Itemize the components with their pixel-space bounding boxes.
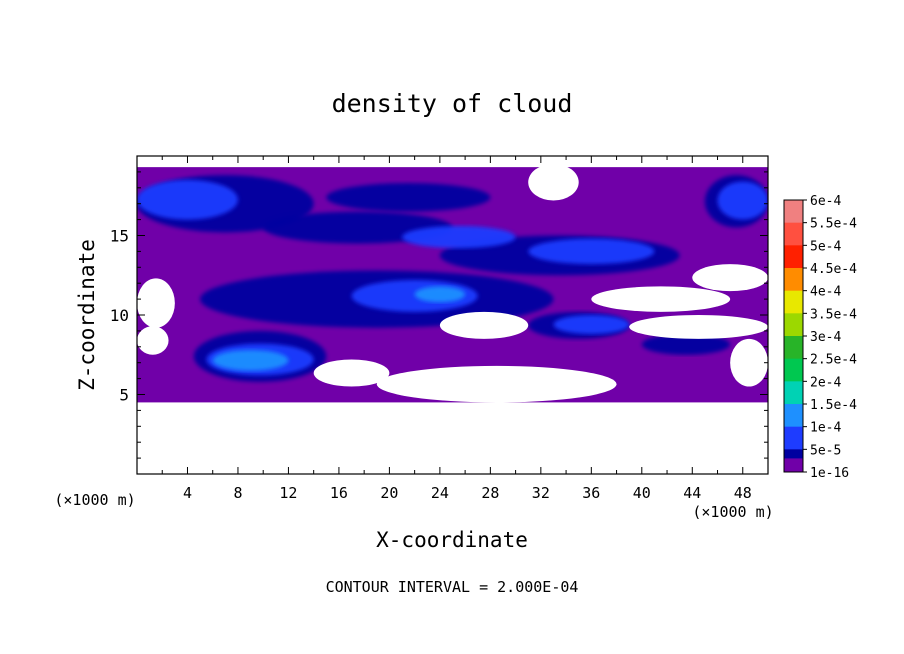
- colorbar-swatch: [784, 458, 803, 472]
- x-tick-label: 44: [683, 484, 701, 502]
- colorbar-swatch: [784, 245, 803, 269]
- cloud-band-14: [553, 315, 630, 335]
- chart-title: density of cloud: [332, 89, 573, 118]
- cloud-free-area-7: [692, 264, 768, 292]
- colorbar-swatch: [784, 404, 803, 428]
- cloud-free-area-1: [528, 163, 579, 201]
- y-axis: 5 10 15: [110, 171, 768, 459]
- x-unit-label-right: (×1000 m): [692, 503, 773, 521]
- x-tick-label: 16: [330, 484, 348, 502]
- x-tick-label: 32: [532, 484, 550, 502]
- density-field: [137, 163, 768, 474]
- cloud-band-16: [212, 349, 289, 371]
- colorbar-label: 5e-4: [810, 239, 841, 254]
- x-tick-label: 48: [734, 484, 752, 502]
- colorbar-label: 3.5e-4: [810, 307, 857, 322]
- x-tick-label: 40: [633, 484, 651, 502]
- plot-area: [137, 156, 768, 474]
- colorbar-swatch: [784, 290, 803, 314]
- x-tick-label: 36: [582, 484, 600, 502]
- x-tick-label: 24: [431, 484, 449, 502]
- colorbar-swatch: [784, 222, 803, 246]
- x-tick-label: 28: [481, 484, 499, 502]
- x-tick-label: 4: [183, 484, 192, 502]
- colorbar-label: 1e-16: [810, 466, 849, 481]
- colorbar-label: 1.5e-4: [810, 398, 857, 413]
- x-tick-label: 20: [380, 484, 398, 502]
- colorbar-swatch: [784, 200, 803, 224]
- cloud-free-area-3: [313, 359, 390, 387]
- cloud-free-area-0: [137, 402, 768, 474]
- cloud-band-9: [137, 179, 238, 220]
- x-axis-title: X-coordinate: [376, 528, 528, 552]
- cloud-band-2: [326, 183, 491, 212]
- x-unit-label: (×1000 m): [54, 491, 135, 509]
- cloud-band-10: [717, 181, 768, 220]
- cloud-free-area-4: [376, 365, 617, 403]
- y-tick-label: 10: [110, 306, 129, 325]
- colorbar-label: 1e-4: [810, 421, 841, 436]
- colorbar-label: 5e-5: [810, 443, 841, 458]
- contour-interval-note: CONTOUR INTERVAL = 2.000E-04: [326, 578, 579, 596]
- colorbar-label: 2e-4: [810, 375, 841, 390]
- y-axis-title: Z-coordinate: [75, 239, 99, 391]
- cloud-free-area-8: [629, 315, 768, 339]
- x-tick-label: 8: [233, 484, 242, 502]
- y-tick-label: 5: [119, 386, 129, 405]
- colorbar-swatch: [784, 268, 803, 292]
- cloud-free-area-6: [591, 286, 731, 312]
- colorbar-swatch: [784, 426, 803, 450]
- y-tick-label: 15: [110, 227, 129, 246]
- colorbar-label: 6e-4: [810, 194, 841, 209]
- cloud-free-area-2: [137, 278, 175, 328]
- colorbar-label: 5.5e-4: [810, 217, 857, 232]
- colorbar: 6e-4 5.5e-4 5e-4 4.5e-4 4e-4 3.5e-4 3e-4 2.5e-4…: [783, 194, 857, 481]
- colorbar-swatch: [784, 358, 803, 382]
- colorbar-swatch: [784, 336, 803, 360]
- cloud-band-17: [414, 286, 466, 303]
- colorbar-label: 4e-4: [810, 285, 841, 300]
- cloud-band-11: [402, 225, 516, 249]
- colorbar-label: 3e-4: [810, 330, 841, 345]
- cloud-free-area-10: [137, 326, 169, 355]
- x-tick-label: 12: [279, 484, 297, 502]
- cloud-band-12: [528, 238, 655, 265]
- cloud-band-8: [641, 334, 731, 355]
- cloud-free-area-9: [730, 338, 768, 387]
- colorbar-swatch: [784, 381, 803, 405]
- colorbar-swatch: [784, 313, 803, 337]
- cloud-free-area-5: [439, 311, 529, 339]
- x-axis: 4 8 12 16 20 24 28 32 36 40 44 48: [161, 156, 752, 502]
- colorbar-label: 4.5e-4: [810, 262, 857, 277]
- colorbar-label: 2.5e-4: [810, 353, 857, 368]
